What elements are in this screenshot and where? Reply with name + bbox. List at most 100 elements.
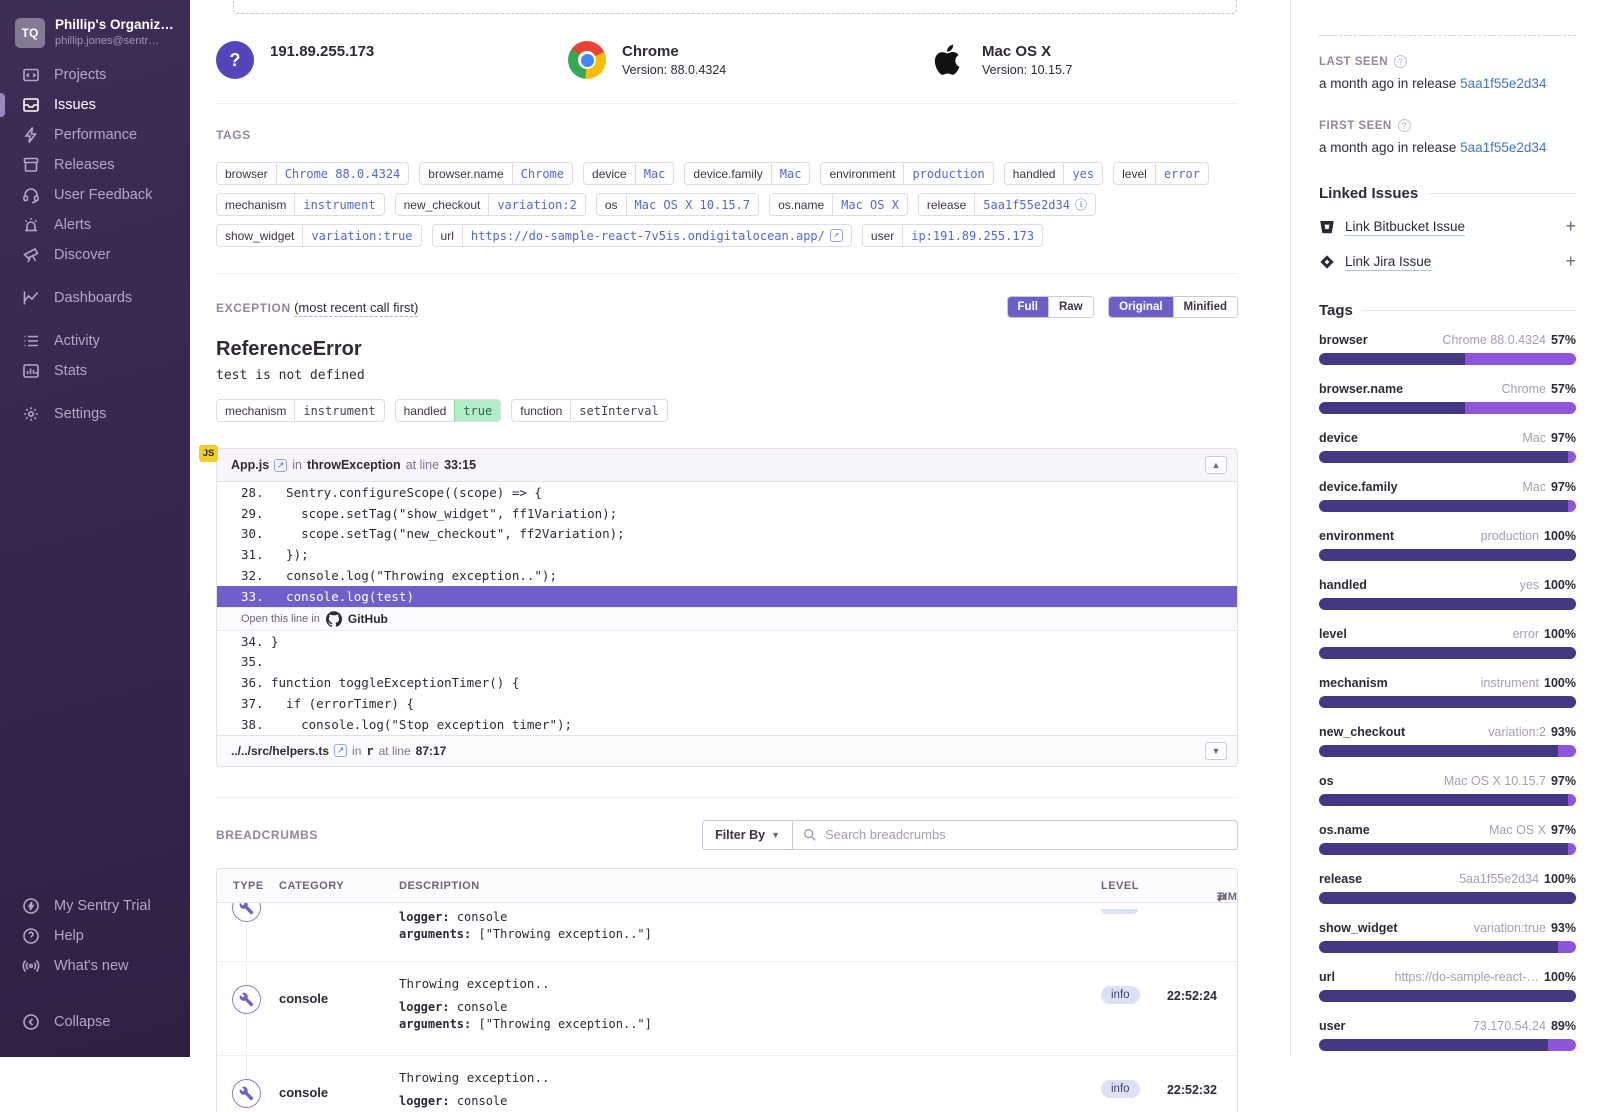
release-link[interactable]: 5aa1f55e2d34 — [1460, 76, 1547, 91]
level-badge: info — [1101, 1079, 1140, 1098]
tag-summary-row[interactable]: user 73.170.54.24 89% — [1319, 1019, 1576, 1051]
collapsed-frame-row[interactable]: ../../src/helpers.ts ↗ in r at line 87:1… — [217, 734, 1237, 766]
frame-header[interactable]: App.js ↗ in throwException at line 33:15… — [217, 449, 1237, 482]
sidebar-item-trial[interactable]: My Sentry Trial — [0, 893, 190, 919]
sidebar-item-activity[interactable]: Activity — [0, 328, 190, 354]
tag-pill[interactable]: os Mac OS X 10.15.7 — [595, 193, 760, 216]
org-name: Phillip's Organiz… — [55, 17, 174, 32]
tag-summary-row[interactable]: handled yes 100% — [1319, 578, 1576, 610]
tag-summary-row[interactable]: level error 100% — [1319, 627, 1576, 659]
add-bitbucket-link-button[interactable]: + — [1565, 216, 1576, 236]
code-line: 36. function toggleExceptionTimer() { — [241, 675, 520, 691]
tag-summary-row[interactable]: mechanism instrument 100% — [1319, 676, 1576, 708]
tag-pill[interactable]: new_checkout variation:2 — [394, 193, 586, 216]
jira-icon — [1320, 255, 1334, 269]
tag-summary-row[interactable]: device.family Mac 97% — [1319, 480, 1576, 512]
link-jira-issue[interactable]: Link Jira Issue — [1345, 253, 1432, 271]
tag-summary-row[interactable]: show_widget variation:true 93% — [1319, 921, 1576, 953]
tag-summary-row[interactable]: device Mac 97% — [1319, 431, 1576, 463]
toggle-full-button[interactable]: Full — [1007, 297, 1048, 317]
tag-pill-release[interactable]: release 5aa1f55e2d34 ⓘ — [917, 193, 1096, 216]
toggle-raw-button[interactable]: Raw — [1047, 297, 1093, 317]
sidebar-item-settings[interactable]: Settings — [0, 401, 190, 427]
toggle-original-button[interactable]: Original — [1109, 297, 1173, 317]
sidebar-item-alerts[interactable]: Alerts — [0, 212, 190, 238]
tag-pill[interactable]: show_widget variation:true — [216, 224, 422, 247]
external-link-icon[interactable]: ↗ — [829, 229, 843, 242]
issue-meta-sidebar: LAST SEEN? a month ago in release 5aa1f5… — [1290, 0, 1600, 1057]
link-bitbucket-issue[interactable]: Link Bitbucket Issue — [1345, 218, 1466, 236]
tag-pill[interactable]: os.name Mac OS X — [769, 193, 908, 216]
sidebar-item-user-feedback[interactable]: User Feedback — [0, 182, 190, 208]
frame-open-icon[interactable]: ↗ — [334, 744, 348, 758]
sidebar-item-projects[interactable]: Projects — [0, 62, 190, 88]
add-jira-link-button[interactable]: + — [1565, 251, 1576, 271]
sidebar-item-stats[interactable]: Stats — [0, 358, 190, 384]
tag-pill[interactable]: browser.name Chrome — [419, 162, 574, 185]
tag-pill[interactable]: handled yes — [1003, 162, 1104, 185]
sidebar-item-discover[interactable]: Discover — [0, 242, 190, 268]
tag-pill[interactable]: browser Chrome 88.0.4324 — [216, 162, 410, 185]
org-switcher[interactable]: TQ Phillip's Organiz… phillip.jones@sent… — [14, 14, 180, 54]
sidebar-item-label: What's new — [54, 958, 129, 974]
release-link[interactable]: 5aa1f55e2d34 — [1460, 140, 1547, 155]
github-icon — [325, 610, 342, 627]
tag-pill-url[interactable]: url https://do-sample-react-7v5is.ondigit… — [431, 224, 852, 247]
tag-summary-row[interactable]: os.name Mac OS X 97% — [1319, 823, 1576, 855]
sidebar-item-label: Collapse — [54, 1014, 111, 1030]
sidebar-item-performance[interactable]: Performance — [0, 122, 190, 148]
filter-by-button[interactable]: Filter By ▼ — [702, 819, 792, 850]
tag-summary-row[interactable]: environment production 100% — [1319, 529, 1576, 561]
frame-collapse-button[interactable]: ▲ — [1205, 456, 1227, 474]
frame-expand-button[interactable]: ▼ — [1205, 741, 1227, 760]
release-info-icon[interactable]: ⓘ — [1074, 198, 1087, 212]
apple-icon — [930, 41, 968, 79]
breadcrumb-time: 22:52:32 — [1166, 1082, 1217, 1097]
frame-open-icon[interactable]: ↗ — [274, 458, 288, 472]
chrome-icon — [568, 41, 606, 79]
trial-bolt-icon — [22, 897, 40, 915]
tag-pill[interactable]: mechanism instrument — [216, 193, 385, 216]
sidebar-item-label: Projects — [54, 67, 107, 83]
github-link[interactable]: GitHub — [347, 611, 388, 626]
sidebar-item-whats-new[interactable]: What's new — [0, 953, 190, 979]
frame-filename: ../../src/helpers.ts — [231, 743, 330, 758]
meta-pill-mechanism: mechanism instrument — [216, 399, 385, 422]
open-line-label: Open this line in — [241, 612, 320, 625]
toggle-minified-button[interactable]: Minified — [1172, 297, 1237, 317]
tag-pill[interactable]: level error — [1113, 162, 1209, 185]
performance-icon — [22, 126, 40, 144]
breadcrumbs-table: TYPE CATEGORY DESCRIPTION LEVEL ⇄ TIME — [216, 867, 1238, 1112]
last-seen-value: a month ago in release 5aa1f55e2d34 — [1319, 76, 1547, 91]
tag-pill[interactable]: environment production — [820, 162, 994, 185]
sidebar-item-help[interactable]: Help — [0, 923, 190, 949]
tag-summary-row[interactable]: new_checkout variation:2 93% — [1319, 725, 1576, 757]
breadcrumb-search-input[interactable] — [825, 827, 1227, 843]
sidebar-item-label: Discover — [54, 247, 111, 263]
tag-pill[interactable]: device.family Mac — [684, 162, 811, 185]
breadcrumbs-heading: BREADCRUMBS — [216, 827, 318, 842]
headset-icon — [22, 186, 40, 204]
exception-meta-pills: mechanism instrument handled true function… — [216, 399, 1238, 422]
tag-pill[interactable]: user ip:191.89.255.173 — [861, 224, 1044, 247]
tags-heading: TAGS — [216, 128, 251, 142]
sidebar-item-dashboards[interactable]: Dashboards — [0, 285, 190, 311]
tag-summary-row[interactable]: url https://do-sample-react-… 100% — [1319, 970, 1576, 1002]
tag-summary-row[interactable]: os Mac OS X 10.15.7 97% — [1319, 774, 1576, 806]
help-icon — [22, 927, 40, 945]
os-name: Mac OS X — [982, 43, 1052, 60]
sidebar-item-issues[interactable]: Issues — [0, 92, 190, 118]
tag-summary-row[interactable]: browser Chrome 88.0.4324 57% — [1319, 333, 1576, 365]
event-context-row: ? 191.89.255.173 Chrome Version: 88.0.43… — [216, 14, 1238, 104]
tag-pill[interactable]: device Mac — [583, 162, 675, 185]
breadcrumbs-scroll-area[interactable]: logger: console arguments: ["Throwing ex… — [217, 902, 1237, 1112]
tag-bar — [1319, 1039, 1576, 1051]
tag-summary-row[interactable]: browser.name Chrome 57% — [1319, 382, 1576, 414]
sidebar-item-releases[interactable]: Releases — [0, 152, 190, 178]
code-line: 38. console.log("Stop exception timer"); — [241, 716, 573, 732]
browser-name: Chrome — [622, 43, 679, 60]
collapse-button[interactable]: Collapse — [0, 1009, 190, 1035]
tag-summary-row[interactable]: release 5aa1f55e2d34 100% — [1319, 872, 1576, 904]
breadcrumb-time: 22:52:24 — [1166, 988, 1217, 1003]
col-type: TYPE — [233, 879, 264, 892]
